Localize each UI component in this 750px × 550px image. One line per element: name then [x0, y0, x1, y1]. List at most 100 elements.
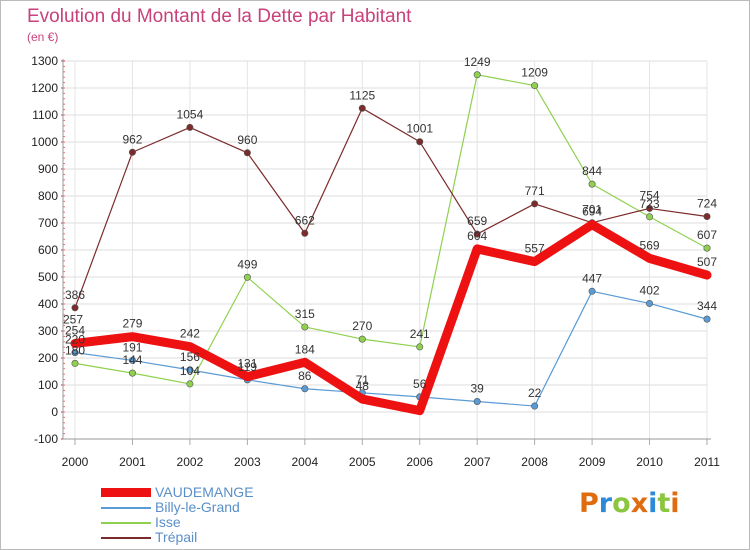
- data-label: 241: [410, 327, 430, 341]
- data-point: [531, 200, 539, 208]
- series-line-0: [70, 220, 712, 416]
- legend-item-trepail: Trépail: [101, 529, 341, 545]
- data-label: 724: [697, 197, 717, 211]
- data-label: 402: [640, 283, 660, 297]
- legend-label: VAUDEMANGE: [155, 484, 254, 500]
- data-point: [530, 257, 539, 266]
- data-point: [128, 148, 136, 156]
- data-point: [71, 359, 79, 367]
- data-point: [186, 366, 194, 374]
- chart-title: Evolution du Montant de la Dette par Hab…: [27, 6, 412, 27]
- data-label: 569: [640, 238, 660, 252]
- unit-label: (en €): [27, 30, 59, 44]
- y-tick-label: 300: [38, 324, 58, 338]
- x-tick-label: 2010: [636, 455, 663, 469]
- y-tick-label: 1000: [31, 135, 58, 149]
- proxiti-logo: Proxiti: [579, 488, 680, 519]
- y-tick-label: 200: [38, 351, 58, 365]
- logo-letter: i: [670, 488, 680, 519]
- y-tick-label: 1200: [31, 81, 58, 95]
- data-label: 184: [295, 342, 315, 356]
- data-label: 499: [237, 257, 257, 271]
- data-label: 119: [238, 360, 257, 374]
- y-tick-label: 600: [38, 243, 58, 257]
- series-line-1: [74, 290, 708, 407]
- logo-letter: P: [579, 488, 599, 519]
- data-label: 131: [237, 357, 257, 371]
- data-point: [358, 104, 366, 112]
- x-tick-label: 2007: [464, 455, 491, 469]
- logo-letter: r: [598, 488, 613, 519]
- data-point: [71, 349, 79, 357]
- data-label: 86: [298, 369, 312, 383]
- data-label: 386: [65, 288, 85, 302]
- data-point: [703, 244, 711, 252]
- data-label: 22: [528, 386, 542, 400]
- series-lines: [70, 71, 712, 416]
- line-chart: -100 0 100 200 300 400 500 600 700 800 900 1000 1100…: [31, 54, 720, 469]
- x-tick-label: 2001: [119, 455, 146, 469]
- data-label: 723: [640, 197, 660, 211]
- data-point: [243, 273, 251, 281]
- data-label: 962: [122, 132, 142, 146]
- data-label: 447: [582, 271, 602, 285]
- y-tick-label: 1100: [32, 108, 58, 122]
- data-label: 56: [413, 377, 427, 391]
- y-tick-label: 800: [38, 189, 58, 203]
- data-label: 315: [295, 307, 315, 321]
- data-point: [71, 339, 79, 348]
- data-label: 254: [65, 323, 85, 337]
- legend-swatch: [101, 488, 151, 497]
- legend-label: Isse: [155, 514, 181, 530]
- data-label: 507: [697, 255, 717, 269]
- data-point: [243, 149, 251, 157]
- data-point: [416, 138, 424, 146]
- data-label: 844: [582, 164, 602, 178]
- grid: [63, 60, 708, 440]
- data-point: [588, 180, 596, 188]
- legend-swatch: [101, 537, 151, 539]
- y-tick-label: 500: [38, 270, 58, 284]
- data-label: 156: [180, 350, 200, 364]
- data-point: [416, 343, 424, 351]
- data-point: [128, 356, 136, 364]
- data-point: [185, 342, 194, 351]
- data-label: 104: [180, 364, 200, 378]
- data-point: [358, 335, 366, 343]
- data-label: 607: [697, 228, 717, 242]
- legend-item-billy-le-grand: Billy-le-Grand: [101, 499, 341, 515]
- y-tick-label: 1300: [31, 54, 58, 68]
- data-point: [646, 213, 654, 221]
- data-label: 257: [63, 313, 83, 327]
- data-label: 701: [582, 203, 602, 217]
- x-tick-label: 2006: [406, 455, 433, 469]
- legend-label: Billy-le-Grand: [155, 499, 240, 515]
- data-point: [128, 332, 137, 341]
- data-point: [703, 271, 711, 280]
- data-label: 71: [356, 373, 370, 387]
- series-line-2: [74, 74, 708, 385]
- legend-swatch: [101, 522, 151, 524]
- data-point: [301, 229, 309, 237]
- x-tick-label: 2009: [579, 455, 606, 469]
- data-point: [186, 123, 194, 131]
- data-point: [588, 287, 596, 295]
- data-label: 960: [237, 133, 257, 147]
- data-labels: 254 279 242 131 184 48 604 557 694 569 507 220 191 15…: [63, 55, 717, 400]
- data-point: [473, 244, 482, 253]
- data-label: 1054: [177, 107, 204, 121]
- legend-label: Trépail: [155, 529, 198, 545]
- data-label: 279: [122, 317, 142, 331]
- series-line-3: [74, 107, 708, 309]
- y-tick-label: -100: [34, 432, 58, 446]
- data-point: [71, 304, 79, 312]
- data-point: [645, 254, 654, 263]
- data-point: [646, 299, 654, 307]
- data-label: 754: [640, 188, 660, 202]
- logo-letter: t: [657, 488, 671, 519]
- y-tick-label: 100: [38, 378, 58, 392]
- data-label: 604: [467, 229, 487, 243]
- data-label: 1001: [406, 122, 433, 136]
- data-label: 344: [697, 299, 717, 313]
- legend-swatch: [101, 507, 151, 509]
